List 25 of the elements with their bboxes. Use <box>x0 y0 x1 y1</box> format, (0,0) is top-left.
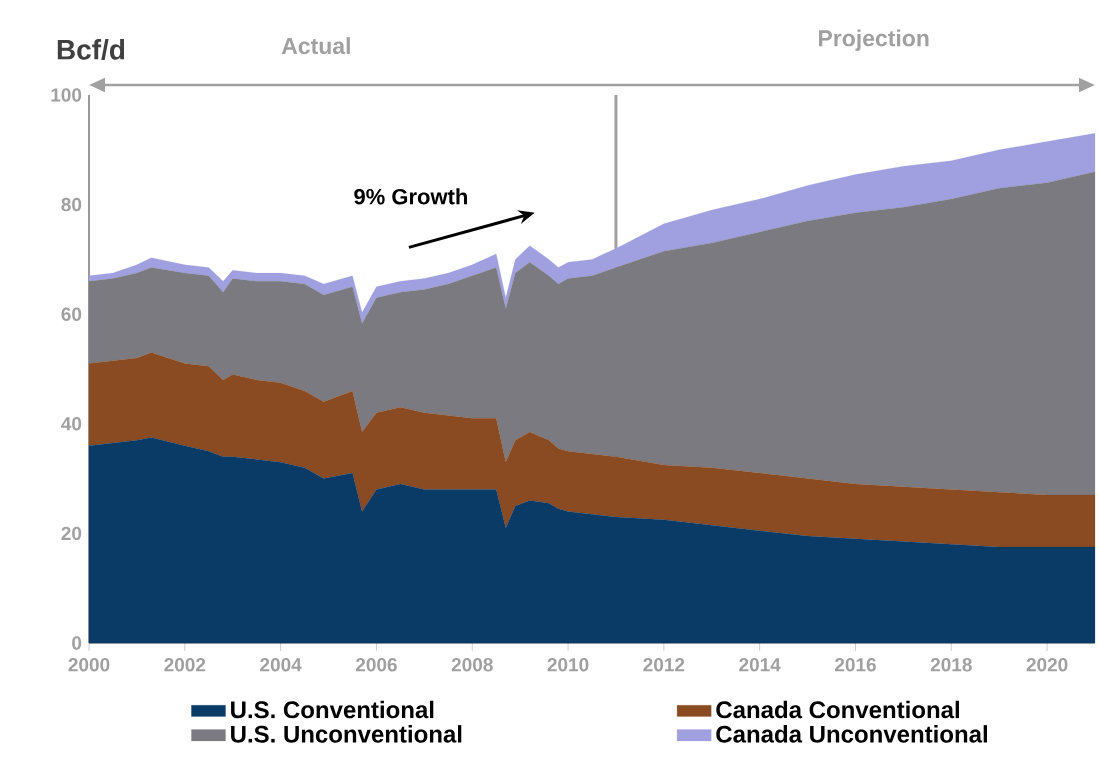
x-tick-label: 2020 <box>1026 658 1068 672</box>
x-tick-label: 2010 <box>547 658 589 672</box>
y-axis-title: Bcf/d <box>57 39 125 60</box>
text: Actual <box>281 37 350 55</box>
y-tick-label: 20 <box>61 526 82 541</box>
y-tick-label: 0 <box>72 636 82 650</box>
y-tick-label: 80 <box>61 197 82 212</box>
x-tick-label: 2016 <box>835 658 876 672</box>
y-tick-label: 40 <box>61 417 82 431</box>
x-tick-label: 2012 <box>643 658 685 672</box>
x-tick-label: 2000 <box>68 658 110 672</box>
x-tick-label: 2018 <box>930 658 972 672</box>
x-tick-label: 2014 <box>739 658 781 672</box>
legend-label: Canada Conventional <box>716 700 959 719</box>
y-tick-label: 100 <box>51 88 82 102</box>
x-tick-label: 2008 <box>451 658 493 672</box>
annotation: 9% Growth <box>354 188 467 205</box>
legend-label: U.S. Conventional <box>231 700 434 719</box>
x-tick-label: 2006 <box>355 658 397 672</box>
legend-label: U.S. Unconventional <box>231 725 462 743</box>
y-tick-label: 60 <box>61 307 82 321</box>
x-tick-label: 2002 <box>164 658 206 672</box>
text: Projection <box>818 29 929 51</box>
x-tick-label: 2004 <box>260 658 302 672</box>
legend-label: Canada Unconventional <box>716 725 987 743</box>
